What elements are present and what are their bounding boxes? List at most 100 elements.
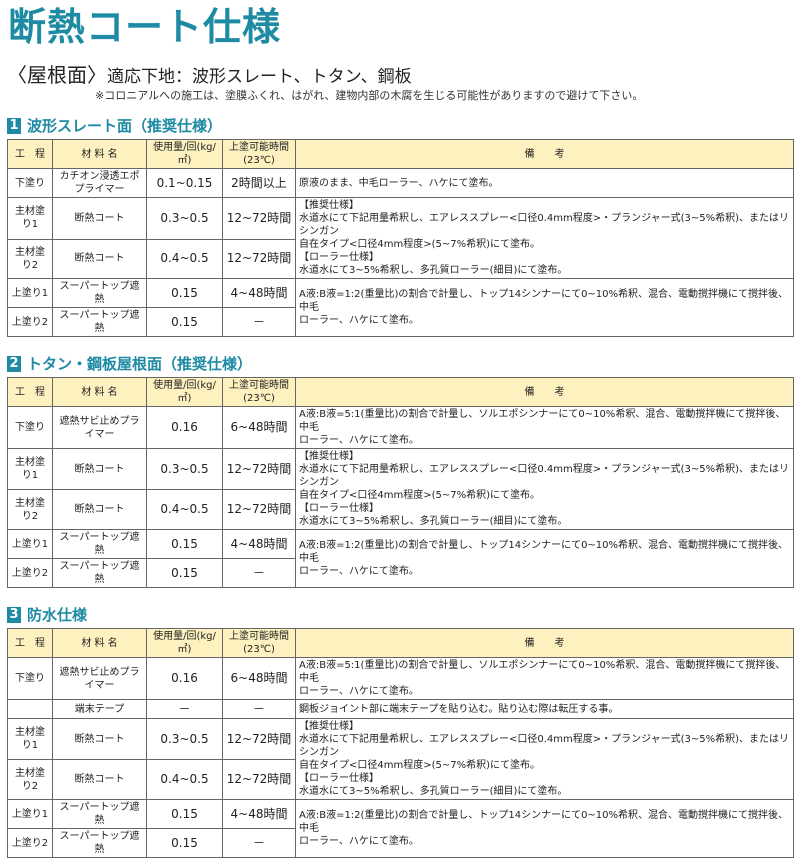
section-heading: 3 防水仕様 <box>7 606 793 624</box>
remarks-line: 【推奨仕様】 <box>299 200 359 211</box>
column-header: 使用量/回(kg/㎡) <box>146 139 223 169</box>
amount-cell: 0.16 <box>146 657 223 700</box>
section-number: 3 <box>7 607 21 623</box>
caution-note: ※コロニアルへの施工は、塗膜ふくれ、はがれ、建物内部の木腐を生じる可能性がありま… <box>95 89 644 102</box>
material-cell: スーパートップ遮熱 <box>52 307 147 337</box>
column-header: 材 料 名 <box>52 139 147 169</box>
section-number: 2 <box>7 356 21 372</box>
remarks-cell: 鋼板ジョイント部に端末テープを貼り込む。貼り込む際は転圧する事。 <box>295 699 794 719</box>
material-cell: カチオン浸透エポプライマー <box>52 168 147 198</box>
process-cell: 主材塗り2 <box>7 759 53 800</box>
process-cell: 上塗り1 <box>7 529 53 559</box>
remarks-line: ローラー、ハケにて塗布。 <box>299 686 419 697</box>
column-header: 上塗可能時間(23℃) <box>222 628 296 658</box>
material-cell: スーパートップ遮熱 <box>52 558 147 588</box>
remarks-cell: A液:B液=1:2(重量比)の割合で計量し、トップ14シンナーにて0~10%希釈… <box>295 799 794 858</box>
material-cell: 端末テープ <box>52 699 147 719</box>
remarks-line: ローラー、ハケにて塗布。 <box>299 836 419 847</box>
material-cell: スーパートップ遮熱 <box>52 278 147 308</box>
remarks-line: 【推奨仕様】 <box>299 451 359 462</box>
subtitle: 〈屋根面〉適応下地：波形スレート、トタン、鋼板 <box>7 64 793 88</box>
remarks-line: 【ローラー仕様】 <box>299 773 379 784</box>
amount-cell: 0.15 <box>146 558 223 588</box>
amount-cell: 0.16 <box>146 406 223 449</box>
amount-cell: 0.1~0.15 <box>146 168 223 198</box>
table-row: 下塗り カチオン浸透エポプライマー 0.1~0.15 2時間以上 原液のまま、中毛ローラ… <box>7 168 794 198</box>
remarks-line: 水道水にて下記用量希釈し、エアレススプレー<口径0.4mm程度>・プランジャー式… <box>299 464 790 488</box>
remarks-line: ローラー、ハケにて塗布。 <box>299 566 419 577</box>
interval-cell: 2時間以上 <box>222 168 296 198</box>
remarks-cell: A液:B液=5:1(重量比)の割合で計量し、ソルエポシンナーにて0~10%希釈、… <box>295 406 794 449</box>
remarks-cell: 原液のまま、中毛ローラー、ハケにて塗布。 <box>295 168 794 198</box>
amount-cell: 0.4~0.5 <box>146 489 223 530</box>
section-title: 波形スレート面（推奨仕様） <box>27 117 223 135</box>
column-header: 材 料 名 <box>52 628 147 658</box>
table-row: 主材塗り2 断熱コート 0.4~0.5 12~72時間 <box>7 238 794 280</box>
interval-cell: 4~48時間 <box>222 529 296 559</box>
remarks-cell: 【推奨仕様】水道水にて下記用量希釈し、エアレススプレー<口径0.4mm程度>・プ… <box>295 718 794 800</box>
column-header: 備 考 <box>295 377 794 407</box>
column-header: 材 料 名 <box>52 377 147 407</box>
table-header-row: 工 程材 料 名使用量/回(kg/㎡) 上塗可能時間(23℃) 備 考 <box>7 628 794 658</box>
amount-cell: 0.15 <box>146 799 223 829</box>
remarks-cell: A液:B液=1:2(重量比)の割合で計量し、トップ14シンナーにて0~10%希釈… <box>295 278 794 337</box>
column-header: 備 考 <box>295 628 794 658</box>
remarks-line: 【推奨仕様】 <box>299 721 359 732</box>
process-cell: 主材塗り2 <box>7 238 53 280</box>
process-cell: 主材塗り1 <box>7 447 53 491</box>
remarks-line: 鋼板ジョイント部に端末テープを貼り込む。貼り込む際は転圧する事。 <box>299 703 619 715</box>
material-cell: 遮熱サビ止めプライマー <box>52 406 147 449</box>
interval-cell: 12~72時間 <box>222 447 296 491</box>
section-number: 1 <box>7 118 21 134</box>
subtitle-lead: 〈屋根面〉 <box>7 63 107 87</box>
interval-cell: 12~72時間 <box>222 238 296 280</box>
column-header: 工 程 <box>7 377 53 407</box>
table-row: 上塗り2 スーパートップ遮熱 0.15 － <box>7 558 794 588</box>
remarks-line: ローラー、ハケにて塗布。 <box>299 315 419 326</box>
column-header: 工 程 <box>7 628 53 658</box>
material-cell: 断熱コート <box>52 238 147 280</box>
interval-cell: 12~72時間 <box>222 489 296 530</box>
amount-cell: 0.15 <box>146 828 223 858</box>
column-header: 上塗可能時間(23℃) <box>222 139 296 169</box>
material-cell: 断熱コート <box>52 759 147 800</box>
interval-cell: 4~48時間 <box>222 799 296 829</box>
remarks-line: A液:B液=1:2(重量比)の割合で計量し、トップ14シンナーにて0~10%希釈… <box>299 540 789 564</box>
section-title: 防水仕様 <box>27 606 88 624</box>
remarks-line: 水道水にて3~5%希釈し、多孔質ローラー(細目)にて塗布。 <box>299 265 568 276</box>
remarks-line: 水道水にて下記用量希釈し、エアレススプレー<口径0.4mm程度>・プランジャー式… <box>299 734 790 758</box>
remarks-line: ローラー、ハケにて塗布。 <box>299 435 419 446</box>
amount-cell: 0.3~0.5 <box>146 717 223 761</box>
remarks-cell: A液:B液=1:2(重量比)の割合で計量し、トップ14シンナーにて0~10%希釈… <box>295 529 794 588</box>
process-cell: 上塗り2 <box>7 307 53 337</box>
subtitle-text: 適応下地：波形スレート、トタン、鋼板 <box>107 67 412 87</box>
table-header-row: 工 程材 料 名使用量/回(kg/㎡) 上塗可能時間(23℃) 備 考 <box>7 139 794 169</box>
section-heading: 2 トタン・鋼板屋根面（推奨仕様） <box>7 355 793 373</box>
table-row: 主材塗り1 断熱コート 0.3~0.5 12~72時間 【推奨仕様】 水道水にて下記用量希… <box>7 717 794 800</box>
material-cell: 断熱コート <box>52 447 147 491</box>
interval-cell: － <box>222 558 296 588</box>
interval-cell: － <box>222 699 296 719</box>
table-row: 上塗り1 スーパートップ遮熱 0.15 4~48時間 A液:B液=1:2(重量比)の割合… <box>7 799 794 858</box>
amount-cell: 0.3~0.5 <box>146 197 223 240</box>
section-heading: 1 波形スレート面（推奨仕様） <box>7 117 793 135</box>
column-header: 使用量/回(kg/㎡) <box>146 628 223 658</box>
remarks-cell: A液:B液=5:1(重量比)の割合で計量し、ソルエポシンナーにて0~10%希釈、… <box>295 657 794 700</box>
amount-cell: 0.15 <box>146 529 223 559</box>
process-cell: 下塗り <box>7 406 53 449</box>
table-row: 主材塗り1 断熱コート 0.3~0.5 12~72時間 【推奨仕様】 水道水にて下記用量希… <box>7 447 794 530</box>
material-cell: 断熱コート <box>52 489 147 530</box>
amount-cell: 0.15 <box>146 307 223 337</box>
table-row: 端末テープ－－鋼板ジョイント部に端末テープを貼り込む。貼り込む際は転圧する事。 <box>7 699 794 719</box>
remarks-line: A液:B液=5:1(重量比)の割合で計量し、ソルエポシンナーにて0~10%希釈、… <box>299 409 786 433</box>
remarks-line: A液:B液=5:1(重量比)の割合で計量し、ソルエポシンナーにて0~10%希釈、… <box>299 660 786 684</box>
table-row: 下塗り 遮熱サビ止めプライマー 0.16 6~48時間 A液:B液=5:1(重量比)の割… <box>7 657 794 700</box>
remarks-cell: 【推奨仕様】水道水にて下記用量希釈し、エアレススプレー<口径0.4mm程度>・プ… <box>295 448 794 530</box>
amount-cell: 0.4~0.5 <box>146 238 223 280</box>
remarks-line: A液:B液=1:2(重量比)の割合で計量し、トップ14シンナーにて0~10%希釈… <box>299 810 789 834</box>
remarks-line: 自在タイプ<口径4mm程度>(5~7%希釈)にて塗布。 <box>299 760 541 771</box>
table-row: 上塗り1 スーパートップ遮熱 0.15 4~48時間 A液:B液=1:2(重量比)の割合… <box>7 278 794 337</box>
process-cell: 上塗り1 <box>7 278 53 308</box>
remarks-line: 原液のまま、中毛ローラー、ハケにて塗布。 <box>299 177 499 189</box>
